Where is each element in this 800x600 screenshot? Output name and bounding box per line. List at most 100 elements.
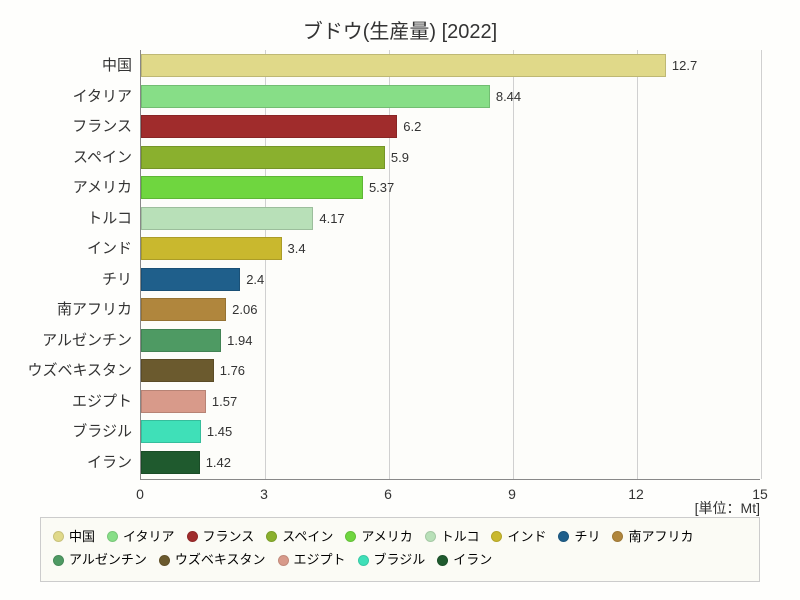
legend-item: エジプト — [278, 549, 346, 571]
legend-label: チリ — [574, 526, 600, 548]
legend-swatch — [159, 555, 170, 566]
bar-value: 8.44 — [496, 89, 521, 104]
x-axis-unit: [単位：Mt] — [695, 498, 760, 518]
bar-row: 2.06 — [141, 298, 257, 321]
bar-row: 6.2 — [141, 115, 421, 138]
bar-row: 4.17 — [141, 207, 345, 230]
x-tick-label: 0 — [136, 486, 144, 502]
bar-value: 1.42 — [206, 455, 231, 470]
legend-label: ウズベキスタン — [175, 549, 266, 571]
bar-value: 1.76 — [220, 363, 245, 378]
category-label: イラン — [0, 451, 132, 474]
bar-row: 2.4 — [141, 268, 264, 291]
legend-swatch — [425, 531, 436, 542]
bar-value: 12.7 — [672, 58, 697, 73]
bar-value: 2.4 — [246, 272, 264, 287]
category-label: フランス — [0, 115, 132, 138]
legend-swatch — [266, 531, 277, 542]
legend-item: スペイン — [266, 526, 333, 548]
category-label: インド — [0, 237, 132, 260]
gridline — [761, 50, 762, 479]
bar — [141, 359, 214, 382]
legend-swatch — [491, 531, 502, 542]
bar-row: 12.7 — [141, 54, 697, 77]
bar-value: 5.37 — [369, 180, 394, 195]
gridline — [637, 50, 638, 479]
bar-value: 1.94 — [227, 333, 252, 348]
bar-value: 2.06 — [232, 302, 257, 317]
bar — [141, 85, 490, 108]
legend-label: トルコ — [441, 526, 480, 548]
legend-swatch — [612, 531, 623, 542]
category-label: アメリカ — [0, 176, 132, 199]
category-label: 南アフリカ — [0, 298, 132, 321]
bar-row: 1.45 — [141, 420, 232, 443]
bar — [141, 298, 226, 321]
grape-production-chart: ブドウ(生産量) [2022] 12.7 8.44 6.2 5.9 5.37 4.17 3.… — [0, 0, 800, 600]
legend-item: アメリカ — [345, 526, 412, 548]
category-label: スペイン — [0, 146, 132, 169]
bar-row: 1.42 — [141, 451, 231, 474]
bar-value: 1.45 — [207, 424, 232, 439]
chart-title: ブドウ(生産量) [2022] — [0, 0, 800, 44]
legend-item: 南アフリカ — [612, 526, 693, 548]
bar-row: 1.76 — [141, 359, 245, 382]
category-label: アルゼンチン — [0, 329, 132, 352]
legend-swatch — [53, 555, 64, 566]
legend-label: イタリア — [123, 526, 174, 548]
legend-label: フランス — [203, 526, 255, 548]
bar-row: 1.94 — [141, 329, 252, 352]
legend-swatch — [358, 555, 369, 566]
category-label: ブラジル — [0, 420, 132, 443]
legend-swatch — [187, 531, 198, 542]
category-label: エジプト — [0, 390, 132, 413]
bar-value: 1.57 — [212, 394, 237, 409]
bar — [141, 390, 206, 413]
legend-label: エジプト — [294, 549, 346, 571]
legend-swatch — [558, 531, 569, 542]
legend-item: アルゼンチン — [53, 549, 147, 571]
bar-row: 8.44 — [141, 85, 521, 108]
category-label: ウズベキスタン — [0, 359, 132, 382]
category-label: イタリア — [0, 85, 132, 108]
legend-swatch — [53, 531, 64, 542]
category-label: 中国 — [0, 54, 132, 77]
x-tick-label: 12 — [628, 486, 644, 502]
x-tick-label: 6 — [384, 486, 392, 502]
legend-label: イラン — [453, 549, 492, 571]
bar — [141, 115, 397, 138]
category-label: チリ — [0, 268, 132, 291]
legend-item: ブラジル — [358, 549, 426, 571]
legend-label: 南アフリカ — [628, 526, 693, 548]
legend-label: スペイン — [282, 526, 333, 548]
plot-area: 12.7 8.44 6.2 5.9 5.37 4.17 3.4 2.4 2.06 1.94 1.76… — [140, 50, 760, 480]
x-tick-label: 3 — [260, 486, 268, 502]
bar — [141, 176, 363, 199]
bar-row: 5.9 — [141, 146, 409, 169]
category-label: トルコ — [0, 207, 132, 230]
bar — [141, 207, 313, 230]
legend-item: イラン — [437, 549, 492, 571]
legend-item: フランス — [187, 526, 255, 548]
bar — [141, 146, 385, 169]
legend-swatch — [107, 531, 118, 542]
bar-value: 6.2 — [403, 119, 421, 134]
bar-value: 5.9 — [391, 150, 409, 165]
bar — [141, 329, 221, 352]
bar — [141, 54, 666, 77]
legend-item: トルコ — [425, 526, 480, 548]
legend-label: アルゼンチン — [69, 549, 147, 571]
bar — [141, 420, 201, 443]
bar-value: 4.17 — [319, 211, 344, 226]
legend-label: ブラジル — [374, 549, 426, 571]
legend-item: イタリア — [107, 526, 174, 548]
legend: 中国イタリアフランススペインアメリカトルコインドチリ南アフリカアルゼンチンウズベ… — [40, 517, 760, 582]
bar-row: 1.57 — [141, 390, 237, 413]
bar-row: 5.37 — [141, 176, 394, 199]
legend-item: チリ — [558, 526, 600, 548]
legend-label: アメリカ — [361, 526, 412, 548]
legend-swatch — [345, 531, 356, 542]
bar-value: 3.4 — [288, 241, 306, 256]
bar — [141, 268, 240, 291]
legend-swatch — [437, 555, 448, 566]
